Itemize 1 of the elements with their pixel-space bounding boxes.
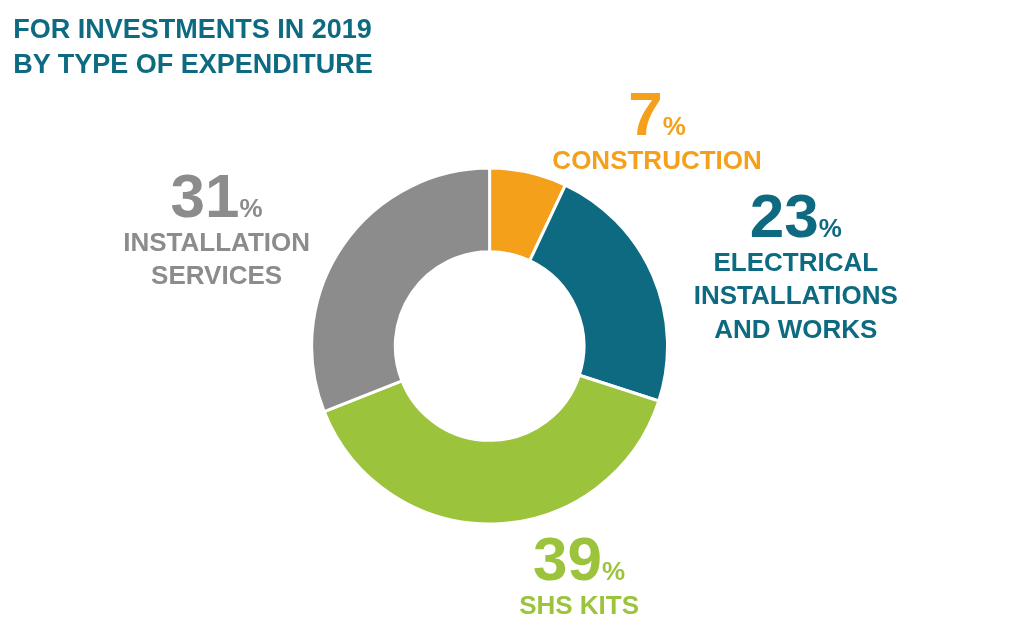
chart-title: FOR INVESTMENTS IN 2019 BY TYPE OF EXPENDITURE (13, 13, 373, 79)
